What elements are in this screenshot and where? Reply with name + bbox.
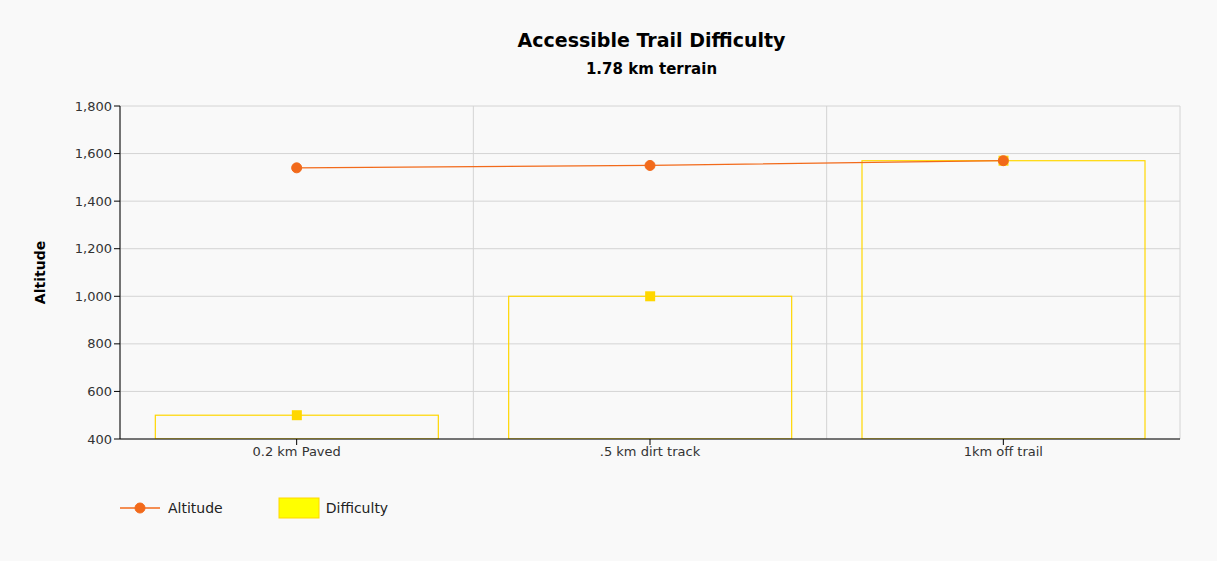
- html-text:1.78 km terrain: 1.78 km terrain: [585, 60, 718, 78]
- svg-text:400: 400: [87, 432, 112, 447]
- svg-text:1,000: 1,000: [75, 289, 112, 304]
- html-text:Altitude: Altitude: [168, 500, 223, 516]
- svg-text:1,400: 1,400: [75, 194, 112, 209]
- svg-text:Altitude: Altitude: [32, 241, 48, 304]
- svg-text:1km off trail: 1km off trail: [964, 444, 1043, 459]
- svg-text:1,600: 1,600: [75, 146, 112, 161]
- svg-text:800: 800: [87, 336, 112, 351]
- html-text:Difficulty: Difficulty: [325, 500, 389, 516]
- html-text:Accessible Trail Difficulty: Accessible Trail Difficulty: [517, 29, 786, 51]
- svg-text:.5 km dirt track: .5 km dirt track: [600, 444, 701, 459]
- svg-text:0.2 km Paved: 0.2 km Paved: [253, 444, 341, 459]
- svg-text:1,800: 1,800: [75, 99, 112, 114]
- svg-text:1,200: 1,200: [75, 241, 112, 256]
- svg-text:600: 600: [87, 384, 112, 399]
